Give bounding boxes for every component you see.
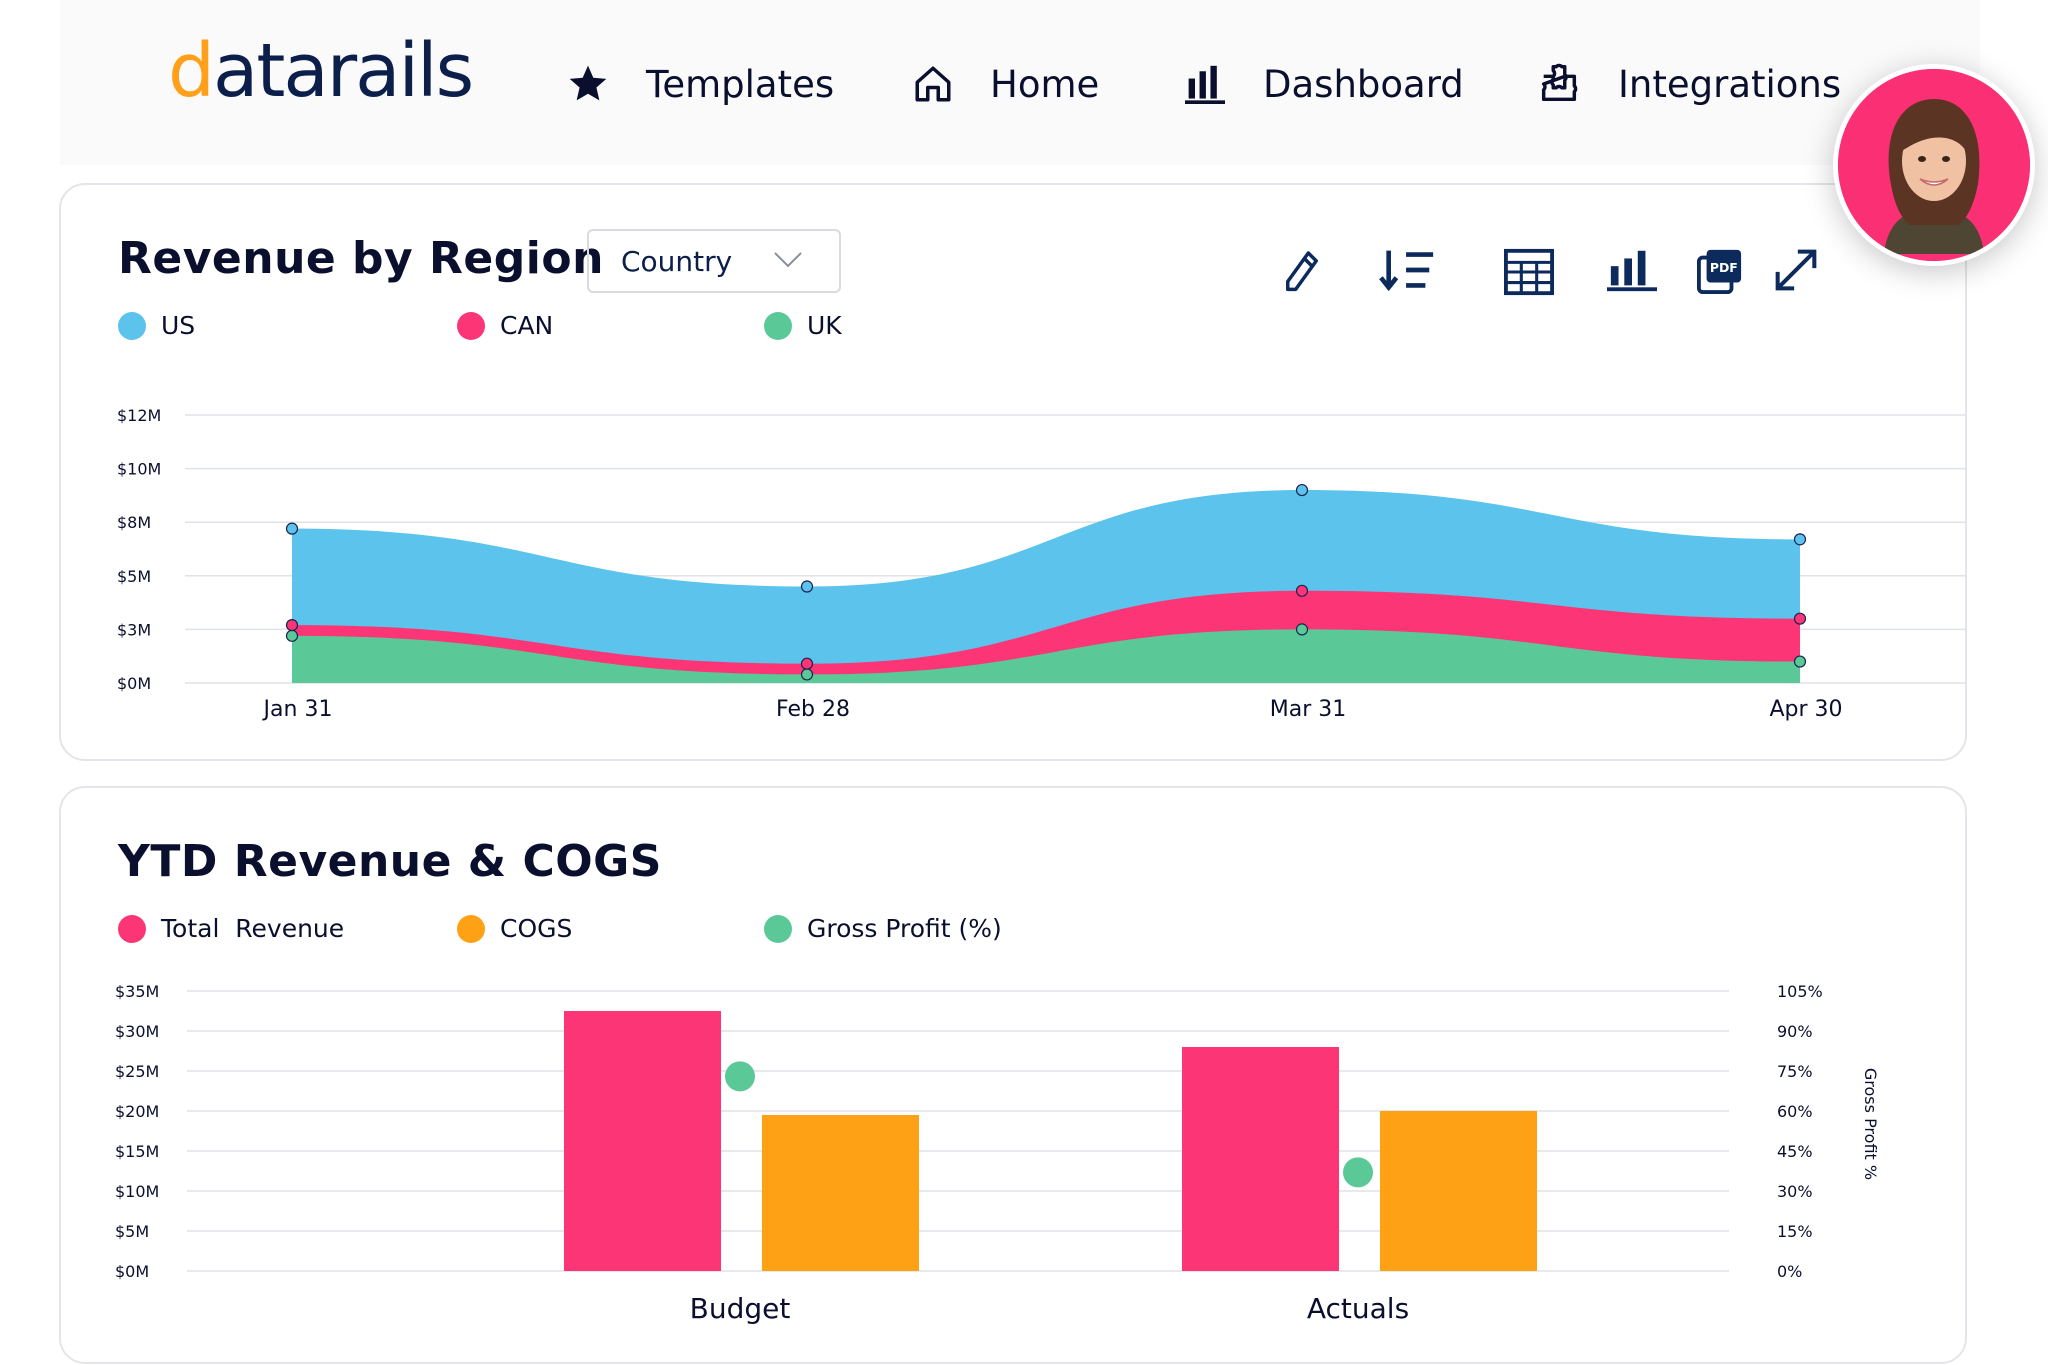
data-point-uk (1793, 655, 1807, 668)
pdf-icon[interactable]: PDF (1697, 248, 1743, 294)
table-icon[interactable] (1504, 248, 1554, 296)
person-photo (1838, 69, 2030, 261)
x-tick-label: Feb 28 (776, 697, 850, 722)
y2-tick-label: 30% (1777, 1182, 1813, 1201)
top-navbar: datarails Templates Home Dashboard Integ… (60, 0, 1980, 165)
nav-templates[interactable]: Templates (566, 54, 834, 114)
y-tick-label: $5M (115, 1222, 149, 1241)
bar-cogs (1380, 1111, 1537, 1271)
data-point-uk (1295, 623, 1309, 636)
data-point-us (1793, 533, 1807, 546)
x-tick-label: Mar 31 (1270, 697, 1347, 722)
dropdown-value: Country (621, 244, 733, 278)
revenue-by-region-card: Revenue by Region Country PDF US CAN UK … (59, 183, 1967, 761)
sort-icon[interactable] (1379, 248, 1437, 292)
data-point-us (800, 580, 814, 593)
data-point-can (800, 657, 814, 670)
y2-tick-label: 15% (1777, 1222, 1813, 1241)
nav-templates-label: Templates (646, 62, 835, 106)
nav-dashboard-label: Dashboard (1263, 62, 1464, 106)
data-point-us (1295, 483, 1309, 497)
puzzle-icon (1541, 63, 1578, 102)
data-point-us (285, 522, 299, 535)
data-point-uk (800, 668, 814, 681)
user-avatar[interactable] (1833, 64, 2035, 266)
y-tick-label: $0M (115, 1262, 149, 1281)
chevron-down-icon (774, 252, 802, 268)
svg-text:PDF: PDF (1710, 260, 1738, 275)
y2-tick-label: 90% (1777, 1022, 1813, 1041)
legend-uk: UK (764, 311, 842, 340)
y-tick-label: $20M (115, 1102, 159, 1121)
legend-total-revenue: Total Revenue (118, 914, 344, 943)
nav-integrations-label: Integrations (1618, 62, 1842, 106)
nav-home-label: Home (990, 62, 1100, 106)
home-icon (915, 66, 951, 102)
bar-chart-icon (1185, 65, 1225, 104)
y2-tick-label: 105% (1777, 982, 1823, 1001)
y-tick-label: $0M (117, 674, 151, 693)
x-category-label: Actuals (1307, 1292, 1409, 1325)
bar-chart-icon[interactable] (1607, 248, 1657, 292)
legend-us: US (118, 311, 195, 340)
legend-cogs: COGS (457, 914, 572, 943)
y-tick-label: $12M (117, 406, 161, 425)
point-gross-profit (725, 1061, 755, 1092)
data-point-can (285, 619, 299, 632)
bar-total-revenue (564, 1011, 721, 1271)
ytd-revenue-cogs-card: YTD Revenue & COGS Total Revenue COGS Gr… (59, 786, 1967, 1364)
bar-cogs (762, 1115, 919, 1271)
data-point-can (1295, 584, 1309, 597)
area-uk (292, 629, 1800, 683)
y2-tick-label: 75% (1777, 1062, 1813, 1081)
y2-axis-label: Gross Profit % (1861, 1068, 1880, 1180)
y2-tick-label: 60% (1777, 1102, 1813, 1121)
y-tick-label: $35M (115, 982, 159, 1001)
y-tick-label: $25M (115, 1062, 159, 1081)
point-gross-profit (1343, 1157, 1373, 1188)
y-tick-label: $15M (115, 1142, 159, 1161)
y2-tick-label: 45% (1777, 1142, 1813, 1161)
nav-home[interactable]: Home (912, 54, 1099, 114)
legend-gross-profit: Gross Profit (%) (764, 914, 1002, 943)
nav-dashboard[interactable]: Dashboard (1183, 54, 1464, 114)
edit-icon[interactable] (1283, 248, 1321, 296)
data-point-uk (285, 629, 299, 642)
y-tick-label: $3M (117, 620, 151, 639)
y-tick-label: $5M (117, 567, 151, 586)
x-tick-label: Jan 31 (262, 697, 333, 722)
nav-integrations[interactable]: Integrations (1536, 54, 1841, 114)
star-icon (569, 65, 607, 101)
y-tick-label: $10M (115, 1182, 159, 1201)
revenue-area-chart: $0M $3M $5M $8M $10M $12M Jan 31 Feb 28 Mar 31 Ap… (117, 406, 1965, 722)
x-tick-label: Apr 30 (1769, 697, 1842, 722)
ytd-bar-chart: $0M $5M $10M $15M $20M $25M $30M $35M 0% 15% 30% 45… (115, 982, 1880, 1325)
card-title: Revenue by Region (118, 233, 604, 284)
legend-can: CAN (457, 311, 553, 340)
y-tick-label: $8M (117, 513, 151, 532)
data-point-can (1793, 612, 1807, 625)
bar-total-revenue (1182, 1047, 1339, 1271)
x-category-label: Budget (690, 1292, 791, 1325)
y-tick-label: $10M (117, 460, 161, 479)
datarails-logo[interactable]: datarails (168, 28, 474, 114)
y-tick-label: $30M (115, 1022, 159, 1041)
y2-tick-label: 0% (1777, 1262, 1802, 1281)
country-dropdown[interactable]: Country (587, 229, 841, 293)
expand-icon[interactable] (1774, 248, 1818, 292)
card-title: YTD Revenue & COGS (118, 836, 662, 887)
